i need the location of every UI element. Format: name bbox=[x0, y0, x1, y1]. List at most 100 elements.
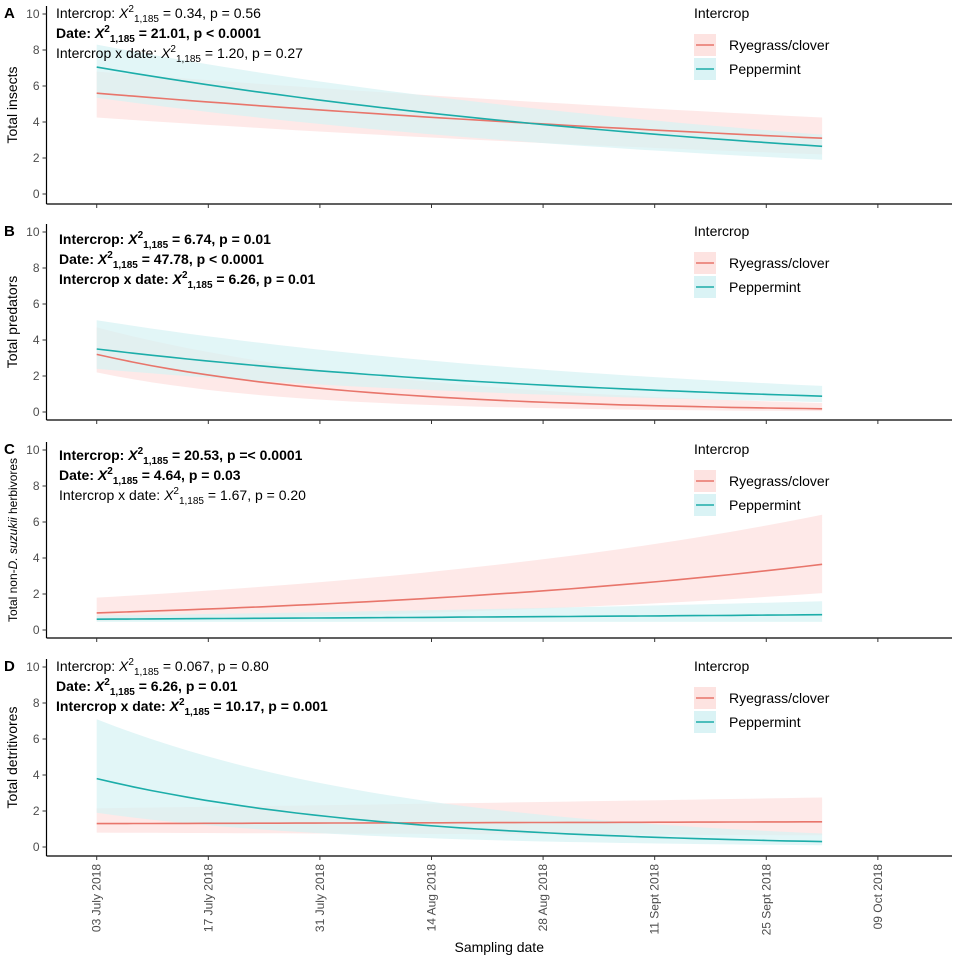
x-axis-label: Sampling date bbox=[454, 939, 544, 955]
stat-term: Date: bbox=[59, 467, 98, 483]
stat-subscript: 1,185 bbox=[176, 54, 201, 65]
legend-label: Peppermint bbox=[729, 279, 801, 295]
stat-line: Intercrop: X21,185 = 0.34, p = 0.56 bbox=[56, 4, 261, 25]
stat-chi-symbol: X bbox=[163, 487, 174, 503]
stat-subscript: 1,185 bbox=[143, 240, 168, 251]
y-axis-label: Total predators bbox=[4, 276, 20, 369]
y-tick-label: 4 bbox=[33, 768, 40, 782]
stat-chi-symbol: X bbox=[127, 231, 139, 247]
stat-superscript: 2 bbox=[138, 446, 144, 457]
y-tick-label: 10 bbox=[26, 443, 40, 457]
stat-subscript: 1,185 bbox=[110, 34, 135, 45]
legend-title: Intercrop bbox=[694, 658, 749, 674]
y-tick-label: 4 bbox=[33, 333, 40, 347]
stat-value: = 0.34, p = 0.56 bbox=[159, 5, 261, 21]
stat-chi-symbol: X bbox=[94, 25, 106, 41]
stat-chi-symbol: X bbox=[169, 698, 181, 714]
stat-value: = 4.64, p = 0.03 bbox=[138, 467, 241, 483]
y-tick-label: 4 bbox=[33, 115, 40, 129]
stat-superscript: 2 bbox=[170, 44, 176, 55]
series-line-peppermint bbox=[96, 613, 823, 620]
y-tick-label: 0 bbox=[33, 405, 40, 419]
stat-superscript: 2 bbox=[138, 230, 144, 241]
stat-value: = 47.78, p < 0.0001 bbox=[138, 251, 264, 267]
legend-label: Ryegrass/clover bbox=[729, 690, 830, 706]
stat-superscript: 2 bbox=[182, 270, 188, 281]
y-tick-label: 2 bbox=[33, 369, 40, 383]
stat-value: = 1.67, p = 0.20 bbox=[204, 487, 306, 503]
series-line-peppermint bbox=[96, 66, 823, 148]
stat-term: Intercrop: bbox=[56, 5, 119, 21]
y-tick-label: 8 bbox=[33, 696, 40, 710]
y-tick-label: 6 bbox=[33, 515, 40, 529]
x-tick-label: 09 Oct 2018 bbox=[871, 864, 885, 930]
y-tick-label: 0 bbox=[33, 840, 40, 854]
series-line-ryegrass-clover bbox=[96, 92, 823, 139]
stat-term: Intercrop x date: bbox=[56, 698, 170, 714]
stat-term: Intercrop x date: bbox=[56, 45, 161, 61]
stat-line: Intercrop x date: X21,185 = 1.20, p = 0.… bbox=[56, 44, 303, 65]
y-axis-label: Total insects bbox=[4, 66, 20, 143]
stat-term: Intercrop x date: bbox=[59, 271, 173, 287]
x-tick-label: 03 July 2018 bbox=[90, 864, 104, 932]
y-tick-label: 0 bbox=[33, 623, 40, 637]
stat-subscript: 1,185 bbox=[185, 707, 210, 718]
x-tick-label: 14 Aug 2018 bbox=[424, 864, 438, 932]
stat-chi-symbol: X bbox=[127, 447, 139, 463]
stat-term: Intercrop x date: bbox=[59, 487, 164, 503]
stat-subscript: 1,185 bbox=[113, 260, 138, 271]
stat-chi-symbol: X bbox=[118, 5, 129, 21]
y-tick-label: 0 bbox=[33, 187, 40, 201]
stat-superscript: 2 bbox=[104, 24, 110, 35]
y-axis-label-part: Total non- bbox=[6, 569, 20, 622]
stat-chi-symbol: X bbox=[118, 658, 129, 674]
stat-term: Intercrop: bbox=[59, 231, 128, 247]
legend-label: Peppermint bbox=[729, 714, 801, 730]
stat-subscript: 1,185 bbox=[113, 476, 138, 487]
legend-title: Intercrop bbox=[694, 223, 749, 239]
stat-chi-symbol: X bbox=[172, 271, 184, 287]
y-axis-label: Total detritivores bbox=[4, 707, 20, 809]
stat-superscript: 2 bbox=[128, 657, 134, 668]
stat-line: Intercrop x date: X21,185 = 10.17, p = 0… bbox=[56, 697, 328, 718]
y-tick-label: 2 bbox=[33, 804, 40, 818]
stat-line: Date: X21,185 = 4.64, p = 0.03 bbox=[59, 466, 241, 487]
ci-band-ryegrass-clover bbox=[96, 514, 823, 621]
y-tick-label: 6 bbox=[33, 297, 40, 311]
stat-subscript: 1,185 bbox=[134, 667, 159, 678]
ci-band-peppermint bbox=[96, 320, 823, 403]
x-tick-label: 17 July 2018 bbox=[201, 864, 215, 932]
stat-superscript: 2 bbox=[104, 677, 110, 688]
stat-line: Date: X21,185 = 21.01, p < 0.0001 bbox=[56, 24, 261, 45]
stat-superscript: 2 bbox=[173, 486, 179, 497]
x-tick-label: 28 Aug 2018 bbox=[536, 864, 550, 932]
stat-term: Date: bbox=[59, 251, 98, 267]
y-tick-label: 4 bbox=[33, 551, 40, 565]
stat-subscript: 1,185 bbox=[134, 14, 159, 25]
y-axis-label-part: herbivores bbox=[6, 458, 20, 517]
y-tick-label: 10 bbox=[26, 225, 40, 239]
stat-line: Date: X21,185 = 6.26, p = 0.01 bbox=[56, 677, 238, 698]
stat-line: Intercrop: X21,185 = 20.53, p =< 0.0001 bbox=[59, 446, 303, 467]
panel-label: C bbox=[4, 441, 15, 458]
legend-label: Ryegrass/clover bbox=[729, 37, 830, 53]
y-tick-label: 8 bbox=[33, 261, 40, 275]
series-line-ryegrass-clover bbox=[96, 353, 823, 410]
series-line-ryegrass-clover bbox=[96, 821, 823, 825]
panel-a: 0 2 4 6 8 10 A Total insects Intercrop: X21,185 … bbox=[4, 4, 952, 208]
stat-term: Intercrop: bbox=[56, 658, 119, 674]
series-line-peppermint bbox=[96, 777, 823, 843]
stat-value: = 10.17, p = 0.001 bbox=[210, 698, 329, 714]
stat-value: = 20.53, p =< 0.0001 bbox=[168, 447, 302, 463]
x-tick-label: 25 Sept 2018 bbox=[759, 864, 773, 936]
stat-line: Intercrop: X21,185 = 6.74, p = 0.01 bbox=[59, 230, 271, 251]
stat-superscript: 2 bbox=[179, 697, 185, 708]
ci-band-ryegrass-clover bbox=[96, 327, 823, 412]
stat-chi-symbol: X bbox=[94, 678, 106, 694]
stat-superscript: 2 bbox=[107, 466, 113, 477]
legend-label: Ryegrass/clover bbox=[729, 473, 830, 489]
stat-line: Intercrop: X21,185 = 0.067, p = 0.80 bbox=[56, 657, 269, 678]
